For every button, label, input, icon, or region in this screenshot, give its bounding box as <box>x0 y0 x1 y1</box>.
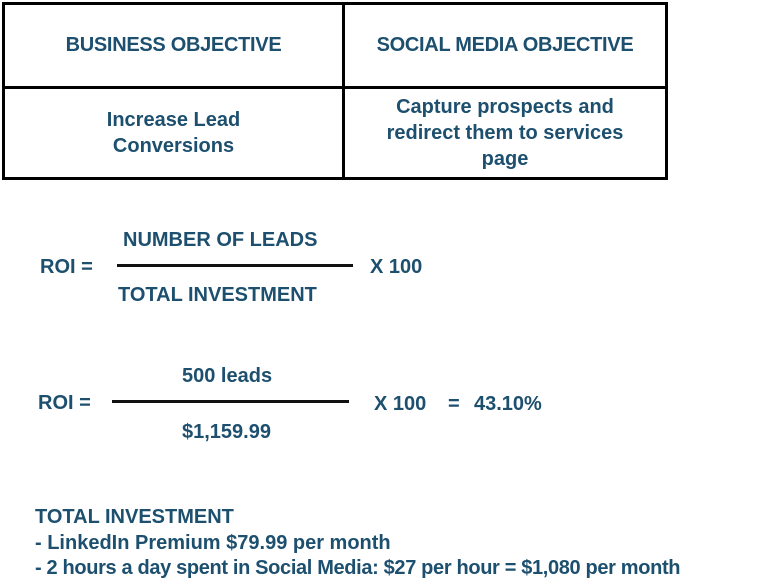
roi-calculation-fraction-bar <box>112 400 349 403</box>
roi-formula-denominator: TOTAL INVESTMENT <box>118 284 317 306</box>
roi-formula-fraction-bar <box>117 264 353 267</box>
table-divider-vertical <box>342 5 345 177</box>
roi-calculation-numerator: 500 leads <box>182 365 273 387</box>
social-media-objective-value: Capture prospects and redirect them to s… <box>345 89 665 177</box>
roi-formula-label: ROI = <box>40 256 93 278</box>
roi-calculation-equals: = <box>448 393 460 415</box>
social-media-objective-header: SOCIAL MEDIA OBJECTIVE <box>345 5 665 86</box>
objectives-table: BUSINESS OBJECTIVE SOCIAL MEDIA OBJECTIV… <box>2 2 668 180</box>
roi-formula-numerator: NUMBER OF LEADS <box>123 229 318 251</box>
business-objective-value-text: Increase Lead Conversions <box>106 109 241 157</box>
business-objective-value: Increase Lead Conversions <box>5 89 342 177</box>
roi-calculation-result: 43.10% <box>474 393 542 415</box>
investment-item-linkedin: - LinkedIn Premium $79.99 per month <box>35 532 391 554</box>
investment-item-social-media-time: - 2 hours a day spent in Social Media: $… <box>35 557 681 579</box>
social-media-objective-header-text: SOCIAL MEDIA OBJECTIVE <box>376 34 634 56</box>
total-investment-heading: TOTAL INVESTMENT <box>35 506 234 528</box>
roi-calculation-label: ROI = <box>38 392 91 414</box>
roi-calculation-multiplier: X 100 <box>374 393 427 415</box>
business-objective-header: BUSINESS OBJECTIVE <box>5 5 342 86</box>
table-divider-horizontal <box>5 86 665 89</box>
roi-formula-multiplier: X 100 <box>370 256 423 278</box>
business-objective-header-text: BUSINESS OBJECTIVE <box>65 34 282 56</box>
roi-calculation-denominator: $1,159.99 <box>182 421 271 443</box>
social-media-objective-value-text: Capture prospects and redirect them to s… <box>386 96 624 170</box>
